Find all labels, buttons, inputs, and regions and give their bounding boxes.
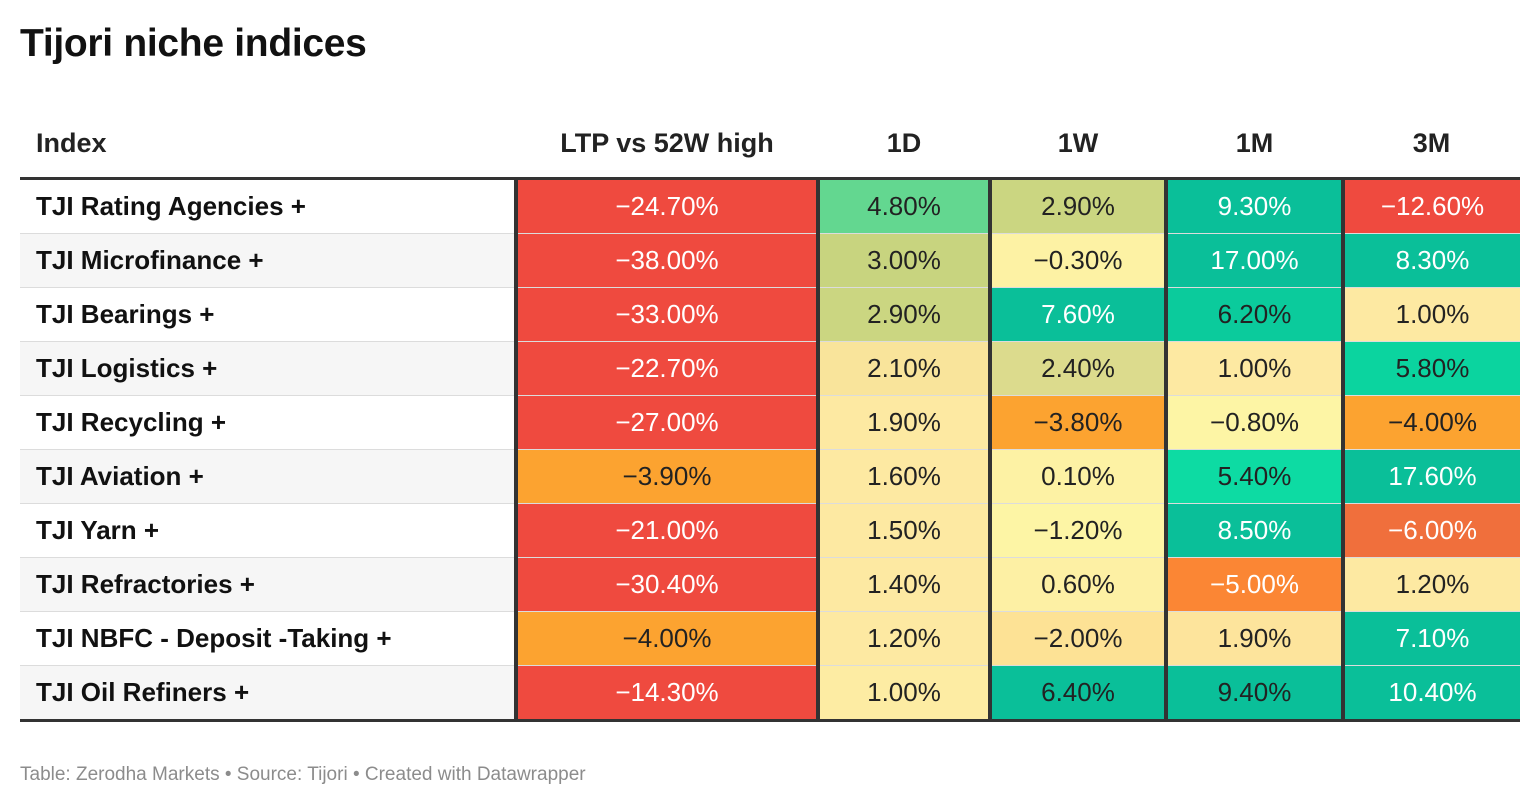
cell-ltp-vs-52w-high: −22.70% [514,341,818,396]
index-name-cell: TJI Logistics + [20,341,516,396]
cell-1d: 1.20% [816,611,990,666]
index-name-cell: TJI Microfinance + [20,233,516,288]
cell-1d: 2.10% [816,341,990,396]
indices-table: Index LTP vs 52W high 1D 1W 1M 3M TJI Ra… [20,110,1520,722]
index-name-cell: TJI Yarn + [20,503,516,558]
cell-3m: −4.00% [1341,395,1520,450]
cell-1d: 4.80% [816,178,990,234]
cell-ltp-vs-52w-high: −24.70% [514,178,818,234]
cell-1m: 17.00% [1164,233,1343,288]
cell-1w: −3.80% [988,395,1166,450]
column-header-1d[interactable]: 1D [818,110,990,180]
index-name-cell: TJI Rating Agencies + [20,178,516,234]
cell-1w: −0.30% [988,233,1166,288]
cell-1w: 7.60% [988,287,1166,342]
cell-1m: 9.30% [1164,178,1343,234]
table-row: TJI NBFC - Deposit -Taking + −4.00% 1.20% −… [20,611,1520,666]
index-name-cell: TJI NBFC - Deposit -Taking + [20,611,516,666]
cell-1d: 1.90% [816,395,990,450]
cell-1m: 8.50% [1164,503,1343,558]
cell-1m: −0.80% [1164,395,1343,450]
cell-1d: 1.40% [816,557,990,612]
cell-1m: −5.00% [1164,557,1343,612]
cell-1d: 1.60% [816,449,990,504]
cell-1w: 0.10% [988,449,1166,504]
cell-ltp-vs-52w-high: −14.30% [514,665,818,722]
cell-ltp-vs-52w-high: −21.00% [514,503,818,558]
cell-1w: 2.40% [988,341,1166,396]
table-row: TJI Rating Agencies + −24.70% 4.80% 2.90% 9.… [20,178,1520,234]
cell-3m: 17.60% [1341,449,1520,504]
cell-3m: 10.40% [1341,665,1520,722]
cell-ltp-vs-52w-high: −3.90% [514,449,818,504]
column-header-1m[interactable]: 1M [1166,110,1343,180]
cell-1w: −1.20% [988,503,1166,558]
cell-ltp-vs-52w-high: −4.00% [514,611,818,666]
cell-1w: 0.60% [988,557,1166,612]
cell-1m: 5.40% [1164,449,1343,504]
cell-1d: 2.90% [816,287,990,342]
cell-3m: −6.00% [1341,503,1520,558]
cell-1d: 3.00% [816,233,990,288]
cell-ltp-vs-52w-high: −30.40% [514,557,818,612]
cell-3m: 5.80% [1341,341,1520,396]
cell-1m: 1.90% [1164,611,1343,666]
table-row: TJI Oil Refiners + −14.30% 1.00% 6.40% 9.40%… [20,665,1520,722]
column-header-3m[interactable]: 3M [1343,110,1520,180]
table-row: TJI Logistics + −22.70% 2.10% 2.40% 1.00% 5.8… [20,341,1520,396]
table-row: TJI Refractories + −30.40% 1.40% 0.60% −5.00… [20,557,1520,612]
column-header-1w[interactable]: 1W [990,110,1166,180]
index-name-cell: TJI Aviation + [20,449,516,504]
column-header-ltp-vs-52w-high[interactable]: LTP vs 52W high [516,110,818,180]
cell-ltp-vs-52w-high: −38.00% [514,233,818,288]
header-row: Index LTP vs 52W high 1D 1W 1M 3M [20,110,1520,180]
cell-1m: 1.00% [1164,341,1343,396]
table-row: TJI Aviation + −3.90% 1.60% 0.10% 5.40% 17.60… [20,449,1520,504]
table-body: TJI Rating Agencies + −24.70% 4.80% 2.90% 9.… [20,178,1520,722]
cell-1w: 2.90% [988,178,1166,234]
footer-credits: Table: Zerodha Markets • Source: Tijori … [20,764,586,785]
cell-1w: −2.00% [988,611,1166,666]
cell-3m: −12.60% [1341,178,1520,234]
column-header-index[interactable]: Index [20,110,516,180]
index-name-cell: TJI Bearings + [20,287,516,342]
cell-ltp-vs-52w-high: −27.00% [514,395,818,450]
cell-1m: 9.40% [1164,665,1343,722]
page-title: Tijori niche indices [20,22,367,65]
cell-3m: 1.00% [1341,287,1520,342]
cell-1w: 6.40% [988,665,1166,722]
index-name-cell: TJI Recycling + [20,395,516,450]
cell-1d: 1.00% [816,665,990,722]
cell-1m: 6.20% [1164,287,1343,342]
index-name-cell: TJI Refractories + [20,557,516,612]
cell-ltp-vs-52w-high: −33.00% [514,287,818,342]
cell-3m: 1.20% [1341,557,1520,612]
cell-1d: 1.50% [816,503,990,558]
index-name-cell: TJI Oil Refiners + [20,665,516,722]
table-row: TJI Bearings + −33.00% 2.90% 7.60% 6.20% 1.00… [20,287,1520,342]
table-row: TJI Microfinance + −38.00% 3.00% −0.30% 17.0… [20,233,1520,288]
table-row: TJI Recycling + −27.00% 1.90% −3.80% −0.80% −… [20,395,1520,450]
cell-3m: 8.30% [1341,233,1520,288]
table-row: TJI Yarn + −21.00% 1.50% −1.20% 8.50% −6.00% [20,503,1520,558]
cell-3m: 7.10% [1341,611,1520,666]
